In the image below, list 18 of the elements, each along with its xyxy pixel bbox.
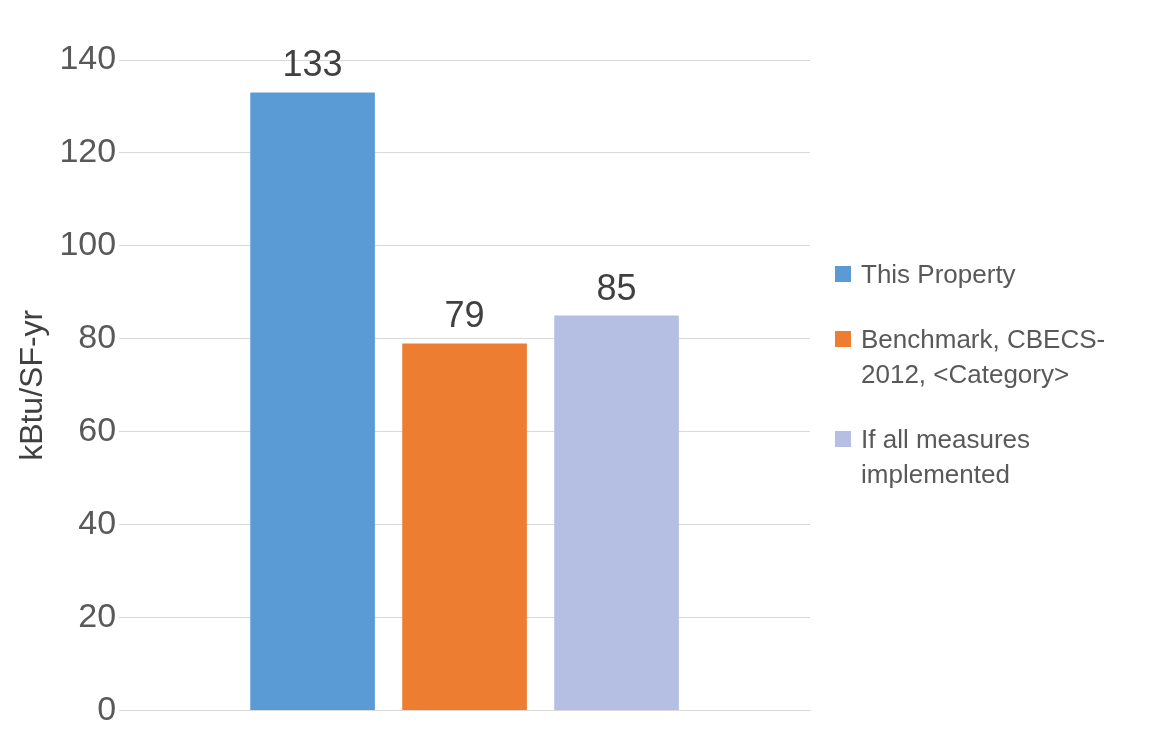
y-tick-label: 0 [97, 688, 117, 727]
data-label: 133 [282, 43, 343, 85]
data-label: 85 [596, 266, 637, 308]
data-label: 79 [444, 294, 485, 336]
y-tick-label: 60 [78, 410, 117, 449]
y-tick-label: 100 [59, 224, 117, 263]
legend-label: Benchmark, CBECS-2012, <Category> [861, 322, 1107, 391]
y-axis-title: kBtu/SF-yr [13, 309, 50, 461]
y-tick-label: 40 [78, 503, 117, 542]
bar [250, 92, 375, 711]
y-tick-label: 120 [59, 131, 117, 170]
legend-label: If all measures implemented [861, 423, 1032, 492]
y-tick-label: 140 [59, 38, 117, 77]
y-tick-label: 80 [78, 317, 117, 356]
bar [402, 343, 527, 711]
y-tick-label: 20 [78, 596, 117, 635]
bar [554, 315, 679, 711]
legend-label: This Property [861, 257, 1016, 291]
